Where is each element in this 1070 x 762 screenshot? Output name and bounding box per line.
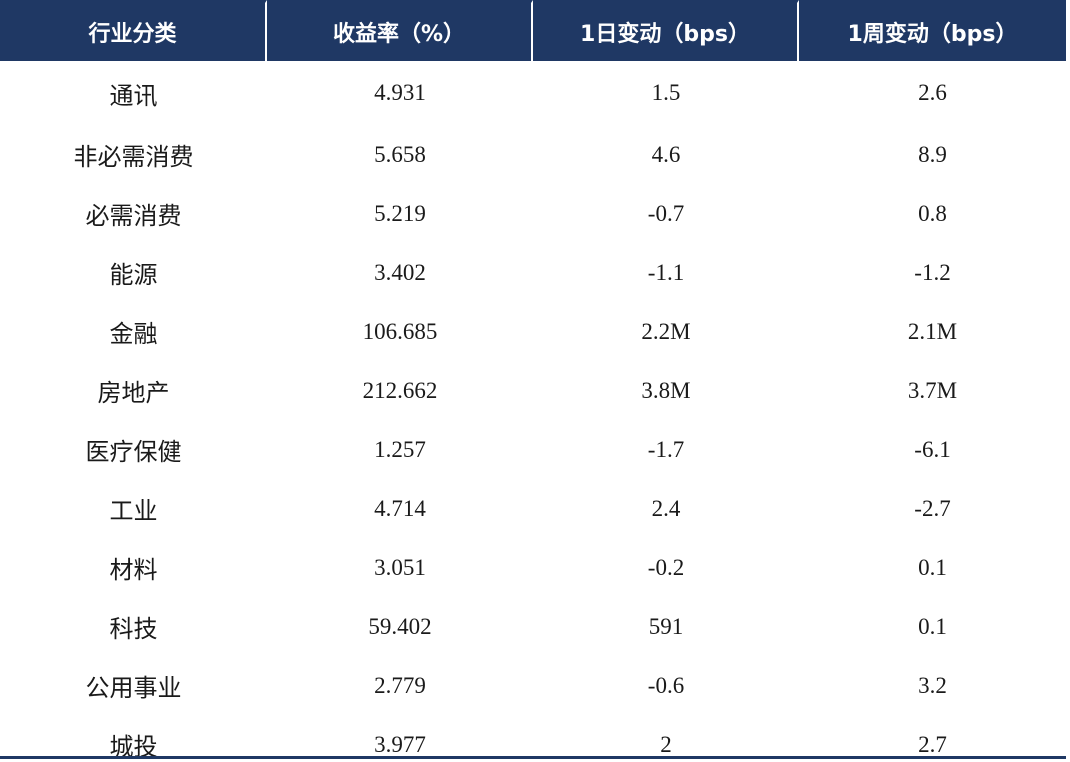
table-row: 工业 4.714 2.4 -2.7 xyxy=(0,479,1066,538)
cell-category: 医疗保健 xyxy=(85,438,182,466)
header-change-1w: 1周变动（bps） xyxy=(799,0,1066,61)
cell-category: 房地产 xyxy=(97,379,170,407)
cell-yield: 1.257 xyxy=(374,436,426,462)
cell-yield: 5.219 xyxy=(374,200,426,226)
table-row: 房地产 212.662 3.8M 3.7M xyxy=(0,361,1066,420)
cell-yield: 59.402 xyxy=(368,613,432,639)
header-change-1d: 1日变动（bps） xyxy=(533,0,799,61)
cell-change-1d: -1.1 xyxy=(647,259,685,285)
cell-yield: 2.779 xyxy=(374,672,426,698)
cell-change-1d: 3.8M xyxy=(641,377,691,403)
cell-category: 工业 xyxy=(109,497,158,525)
cell-category: 非必需消费 xyxy=(73,143,194,171)
table-row: 金融 106.685 2.2M 2.1M xyxy=(0,302,1066,361)
cell-category: 材料 xyxy=(109,556,158,584)
cell-yield: 106.685 xyxy=(362,318,438,344)
header-category: 行业分类 xyxy=(0,0,267,61)
table-row: 材料 3.051 -0.2 0.1 xyxy=(0,538,1066,597)
cell-change-1d: -1.7 xyxy=(647,436,685,462)
cell-change-1d: 2.2M xyxy=(641,318,691,344)
cell-change-1d: 2 xyxy=(660,731,672,757)
cell-change-1d: -0.7 xyxy=(647,200,685,226)
cell-category: 能源 xyxy=(109,261,158,289)
cell-change-1d: 591 xyxy=(648,613,684,639)
cell-category: 公用事业 xyxy=(85,674,182,702)
cell-yield: 212.662 xyxy=(362,377,438,403)
cell-change-1d: 1.5 xyxy=(651,80,681,105)
cell-category: 通讯 xyxy=(109,81,158,110)
cell-change-1w: 2.1M xyxy=(907,318,958,344)
table-bottom-rule xyxy=(0,756,1066,759)
table-row: 非必需消费 5.658 4.6 8.9 xyxy=(0,125,1066,184)
cell-change-1d: 4.6 xyxy=(651,141,681,167)
cell-yield: 3.051 xyxy=(374,554,426,580)
cell-category: 必需消费 xyxy=(85,202,182,230)
cell-category: 科技 xyxy=(109,615,158,643)
cell-change-1w: 8.9 xyxy=(918,141,947,167)
cell-change-1w: -6.1 xyxy=(914,436,951,462)
cell-change-1w: 3.2 xyxy=(918,672,947,698)
cell-change-1d: -0.2 xyxy=(647,554,685,580)
table-body: 通讯 4.931 1.5 2.6 非必需消费 5.658 4.6 8.9 必需消… xyxy=(0,61,1066,762)
cell-category: 金融 xyxy=(109,320,158,348)
cell-yield: 3.977 xyxy=(374,731,426,757)
header-yield: 收益率（%） xyxy=(267,0,533,61)
cell-change-1w: 0.1 xyxy=(918,554,947,580)
cell-change-1w: 2.6 xyxy=(918,80,947,105)
cell-change-1d: -0.6 xyxy=(647,672,685,698)
table-row: 能源 3.402 -1.1 -1.2 xyxy=(0,243,1066,302)
cell-change-1w: 0.1 xyxy=(918,613,947,639)
cell-yield: 5.658 xyxy=(374,141,426,167)
table-row: 科技 59.402 591 0.1 xyxy=(0,597,1066,656)
table-row: 通讯 4.931 1.5 2.6 xyxy=(0,61,1066,125)
cell-yield: 4.714 xyxy=(374,495,426,521)
cell-change-1w: -1.2 xyxy=(914,259,951,285)
table-header: 行业分类 收益率（%） 1日变动（bps） 1周变动（bps） xyxy=(0,0,1066,61)
table-row: 必需消费 5.219 -0.7 0.8 xyxy=(0,184,1066,243)
cell-change-1w: 3.7M xyxy=(907,377,958,403)
cell-change-1w: -2.7 xyxy=(914,495,951,521)
cell-yield: 3.402 xyxy=(374,259,426,285)
cell-change-1w: 2.7 xyxy=(918,731,947,757)
header-row: 行业分类 收益率（%） 1日变动（bps） 1周变动（bps） xyxy=(0,0,1066,61)
table-row: 公用事业 2.779 -0.6 3.2 xyxy=(0,656,1066,715)
cell-change-1d: 2.4 xyxy=(651,495,681,521)
table-row: 医疗保健 1.257 -1.7 -6.1 xyxy=(0,420,1066,479)
cell-category: 城投 xyxy=(109,733,158,761)
cell-yield: 4.931 xyxy=(374,80,426,105)
cell-change-1w: 0.8 xyxy=(918,200,947,226)
table-row: 城投 3.977 2 2.7 xyxy=(0,715,1066,762)
